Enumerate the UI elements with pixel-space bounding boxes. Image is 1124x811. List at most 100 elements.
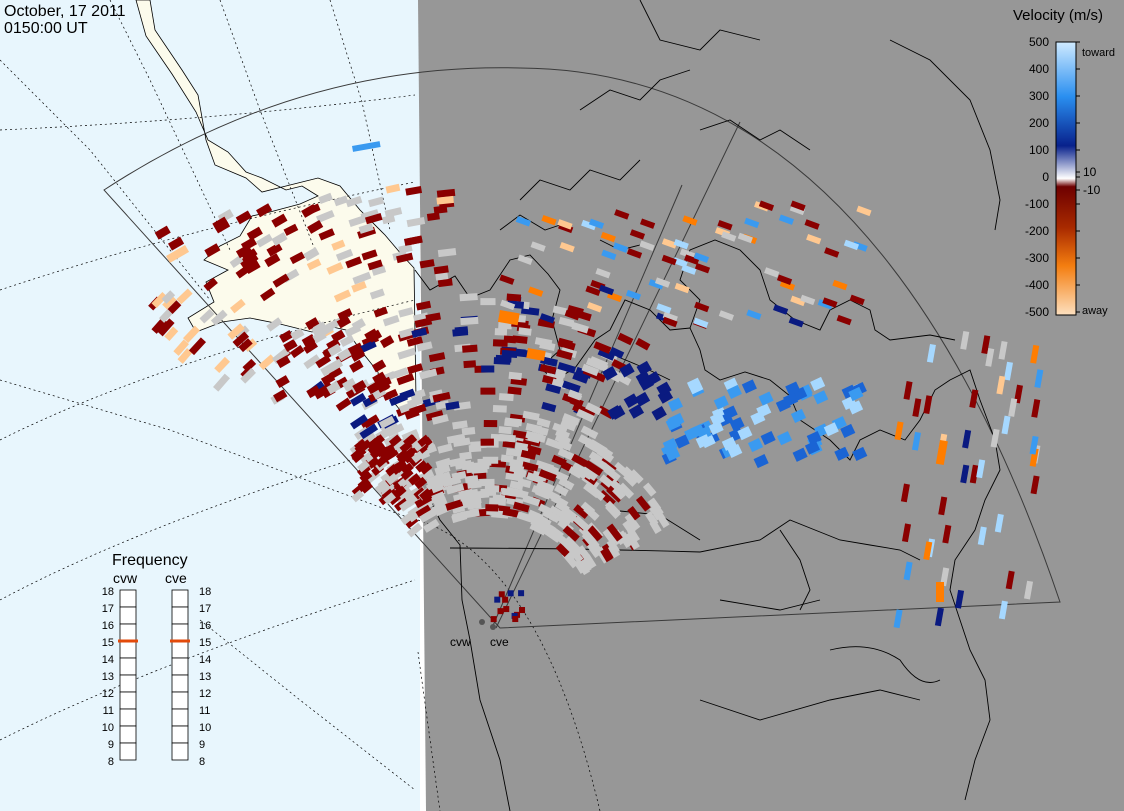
frequency-cell [119,606,137,625]
velocity-cell [406,336,424,347]
colorbar-tick-label: 100 [1029,143,1049,157]
frequency-tick-label: 16 [199,620,211,632]
velocity-cell [977,526,987,546]
velocity-cell [635,495,651,512]
velocity-cell [511,612,518,619]
velocity-cell [634,391,651,407]
velocity-cell [581,531,598,549]
velocity-cell [621,466,636,480]
velocity-cell [717,219,733,231]
velocity-cell [758,200,775,211]
frequency-tick-label: 14 [199,654,211,666]
velocity-cell [307,219,324,234]
velocity-cell [492,494,506,503]
site-marker-cve[interactable] [490,624,496,630]
colorbar-tick-label: 200 [1029,116,1049,130]
velocity-cell [539,313,555,324]
daylit-land [135,0,417,411]
velocity-cell [230,298,246,314]
velocity-cell [778,214,795,225]
velocity-cell [246,226,263,241]
velocity-cell [518,590,525,597]
velocity-cell [741,379,757,394]
velocity-cell [926,343,936,363]
velocity-cell [779,280,796,291]
velocity-cell [406,217,426,228]
velocity-cell [511,300,525,309]
velocity-cell [276,355,291,369]
velocity-cell [509,458,524,468]
velocity-cell [283,223,299,236]
velocity-cell [359,470,373,484]
velocity-cell [229,255,244,268]
velocity-cell [352,141,381,152]
velocity-cell [203,277,218,292]
velocity-cell [379,335,395,349]
velocity-cell [656,303,672,314]
site-marker-cvw[interactable] [479,619,485,625]
velocity-cell [484,485,500,493]
velocity-cell [431,491,446,503]
velocity-cell [500,299,516,311]
velocity-cell [727,443,743,458]
colorbar-toward-label: toward [1082,47,1115,59]
velocity-cell [290,344,305,359]
colorbar-tick-label: -500 [1025,305,1049,319]
colorbar-title: Velocity (m/s) [1013,7,1103,24]
velocity-cell [482,456,499,464]
velocity-cell [517,478,532,489]
velocity-cell [240,237,258,252]
velocity-cell [622,520,636,535]
velocity-cell [635,337,651,351]
velocity-cell [1031,399,1041,418]
velocity-cell [554,433,571,446]
frequency-cell [119,725,137,744]
velocity-cell [385,183,401,194]
velocity-cell [358,223,374,234]
velocity-cell [371,359,387,373]
velocity-cell [822,297,838,308]
velocity-cell [422,518,440,533]
velocity-cell [572,372,589,384]
velocity-cell [516,511,535,523]
velocity-cell [350,392,367,407]
velocity-cell [773,304,789,315]
velocity-cell [694,301,710,313]
frequency-cell [119,657,137,676]
velocity-cell [600,462,616,476]
velocity-cell [157,318,175,337]
velocity-cell [519,607,526,614]
velocity-cell [746,309,762,320]
velocity-cell [639,240,655,251]
velocity-cell [188,337,207,356]
velocity-cell [431,414,449,425]
velocity-cell [609,405,626,420]
velocity-cell [437,471,452,482]
velocity-cell [536,479,555,493]
frequency-cell [171,657,189,676]
velocity-cell [411,327,428,338]
velocity-cell [393,367,409,379]
velocity-cell [176,288,193,305]
velocity-cell [318,228,335,241]
velocity-cell [432,391,451,403]
velocity-cell [722,405,738,420]
velocity-cell [349,359,364,373]
velocity-cell [758,391,774,406]
velocity-cell [790,200,806,211]
velocity-cell [1003,361,1013,381]
velocity-cell [273,389,288,403]
velocity-cell [501,349,518,359]
velocity-cell [289,251,306,265]
velocity-cell [384,207,403,218]
velocity-cell [629,229,646,240]
velocity-cell [998,600,1008,620]
velocity-cell [568,546,584,564]
velocity-cell [674,282,690,294]
velocity-cell [570,463,586,477]
frequency-cell [171,691,189,710]
frequency-cell [119,708,137,727]
velocity-cell [840,423,856,438]
day-ocean [0,0,420,811]
map-grid-night [417,519,601,811]
